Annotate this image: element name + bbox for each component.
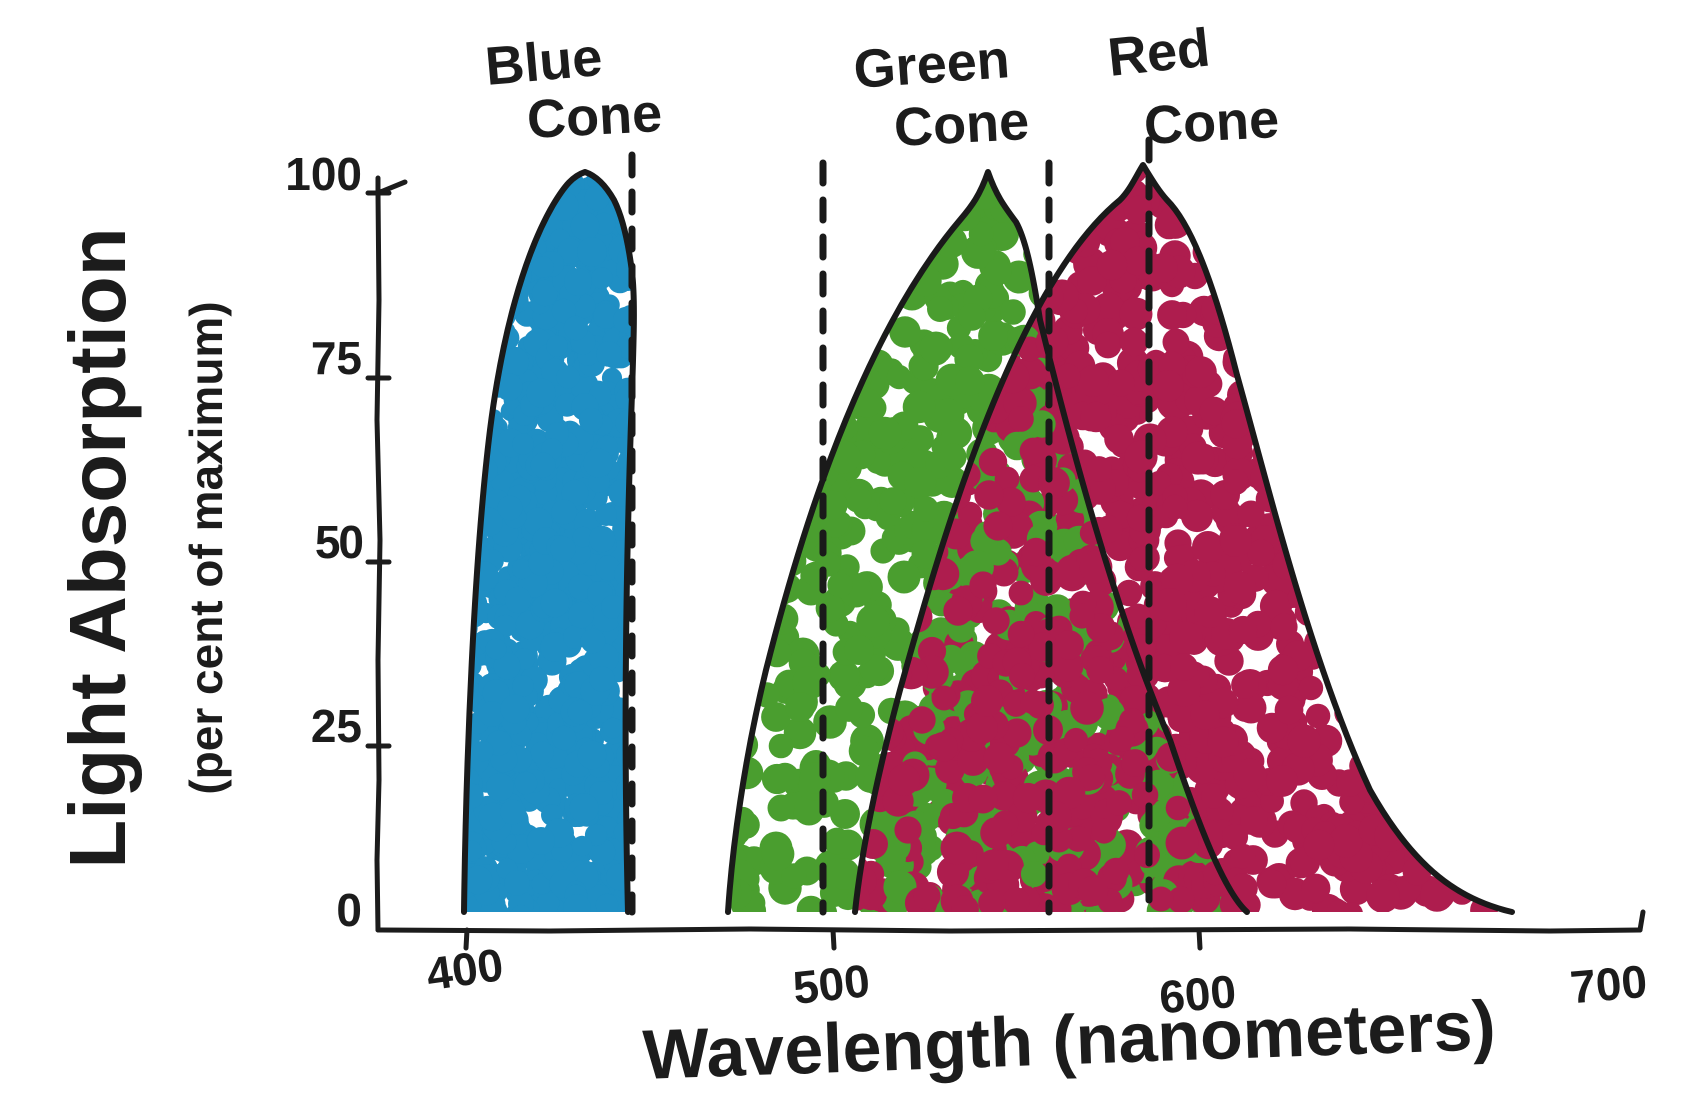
svg-text:(per cent of maximum): (per cent of maximum) xyxy=(180,301,232,794)
svg-text:100: 100 xyxy=(285,148,362,200)
svg-text:Cone: Cone xyxy=(892,91,1030,158)
svg-text:500: 500 xyxy=(790,954,872,1014)
svg-text:Wavelength (nanometers): Wavelength (nanometers) xyxy=(642,986,1497,1094)
svg-text:700: 700 xyxy=(1568,955,1649,1013)
svg-text:600: 600 xyxy=(1157,965,1238,1023)
svg-text:50: 50 xyxy=(315,516,363,568)
svg-text:Red: Red xyxy=(1105,18,1213,88)
svg-text:75: 75 xyxy=(311,332,362,384)
svg-text:25: 25 xyxy=(311,700,362,752)
svg-text:Light Absorption: Light Absorption xyxy=(53,227,142,868)
svg-text:Cone: Cone xyxy=(1142,89,1280,156)
svg-text:0: 0 xyxy=(336,884,362,936)
svg-text:Cone: Cone xyxy=(525,83,663,150)
svg-text:Green: Green xyxy=(852,29,1012,100)
